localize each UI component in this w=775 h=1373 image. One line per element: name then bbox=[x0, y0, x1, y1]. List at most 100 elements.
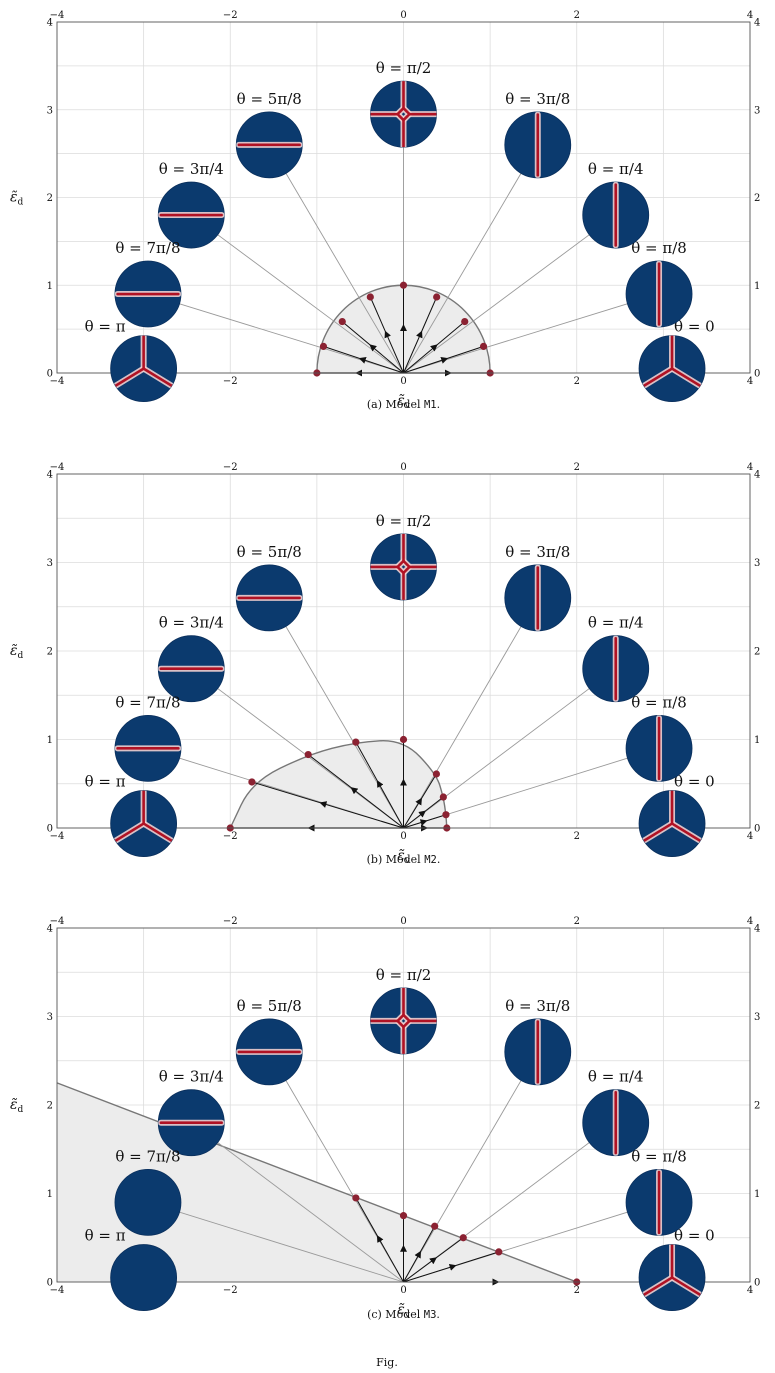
x-tick-label-bottom: 2 bbox=[574, 831, 580, 842]
boundary-points bbox=[352, 1194, 581, 1286]
plot-frame bbox=[56, 927, 751, 1283]
inset-disc: θ = π/8 bbox=[625, 1147, 693, 1236]
boundary-point bbox=[459, 1234, 467, 1242]
x-axis-label-sub: v bbox=[404, 856, 411, 866]
x-tick-label-top: 0 bbox=[400, 916, 406, 927]
boundary-point bbox=[431, 1222, 439, 1230]
inset-theta-label: θ = π/4 bbox=[588, 1068, 644, 1086]
inset-theta-label: θ = 0 bbox=[674, 773, 715, 791]
y-tick-label-right: 4 bbox=[754, 18, 760, 29]
x-tick-label-top: −2 bbox=[223, 916, 238, 927]
connector-line bbox=[403, 597, 539, 829]
y-tick-label-right: 3 bbox=[754, 1012, 760, 1023]
x-tick-label-bottom: 0 bbox=[400, 1285, 406, 1296]
boundary-point bbox=[248, 778, 256, 786]
boundary-point bbox=[352, 1194, 360, 1202]
x-tick-label-top: 2 bbox=[574, 462, 580, 473]
inset-disc: θ = π/4 bbox=[582, 160, 650, 249]
x-tick-label-bottom: 4 bbox=[747, 831, 753, 842]
inset-disc-circle bbox=[110, 1244, 178, 1311]
inset-disc: θ = 3π/4 bbox=[157, 1068, 225, 1157]
y-tick-label-left: 0 bbox=[47, 369, 53, 380]
boundary-point bbox=[399, 735, 408, 744]
inset-theta-label: θ = 3π/8 bbox=[505, 543, 570, 561]
inset-theta-label: θ = π bbox=[85, 318, 126, 336]
y-tick-label-right: 4 bbox=[754, 924, 760, 935]
caption-model-code: M2 bbox=[424, 854, 437, 866]
inset-disc: θ = 3π/8 bbox=[504, 90, 572, 179]
arrow-line bbox=[251, 781, 404, 829]
y-tick-label-right: 2 bbox=[754, 193, 760, 204]
y-tick-label-right: 0 bbox=[754, 369, 760, 380]
boundary-point bbox=[495, 1248, 503, 1256]
connector-line bbox=[403, 1051, 539, 1283]
caption-model-code: M1 bbox=[424, 399, 437, 411]
x-tick-label-bottom: 4 bbox=[747, 1285, 753, 1296]
inset-theta-label: θ = 3π/4 bbox=[159, 1068, 224, 1086]
inset-theta-label: θ = 5π/8 bbox=[237, 543, 302, 561]
inset-crack-pattern bbox=[639, 790, 705, 845]
inset-disc: θ = π/8 bbox=[625, 239, 693, 328]
x-tick-label-top: 2 bbox=[574, 10, 580, 21]
inset-disc: θ = 5π/8 bbox=[235, 543, 303, 632]
inset-crack-pattern bbox=[370, 987, 437, 1054]
inset-disc: θ = π/4 bbox=[582, 1068, 650, 1157]
connector-line bbox=[190, 668, 404, 829]
connector-line bbox=[190, 1122, 404, 1283]
inset-disc: θ = π bbox=[85, 318, 178, 403]
x-tick-label-top: 2 bbox=[574, 916, 580, 927]
y-tick-label-right: 2 bbox=[754, 647, 760, 658]
inset-theta-label: θ = π/4 bbox=[588, 614, 644, 632]
inset-theta-label: θ = 7π/8 bbox=[115, 1147, 180, 1165]
x-tick-label-bottom: −4 bbox=[50, 1285, 65, 1296]
inset-theta-label: θ = π/2 bbox=[376, 59, 432, 77]
region-boundary bbox=[56, 1082, 578, 1283]
inset-disc: θ = 3π/4 bbox=[157, 614, 225, 703]
boundary-point bbox=[366, 293, 374, 301]
y-tick-label-left: 1 bbox=[47, 735, 53, 746]
boundary-point bbox=[479, 342, 488, 351]
x-tick-label-bottom: 2 bbox=[574, 376, 580, 387]
inset-theta-label: θ = 3π/4 bbox=[159, 160, 224, 178]
y-tick-label-left: 4 bbox=[47, 924, 53, 935]
x-tick-label-top: −4 bbox=[50, 10, 65, 21]
y-tick-label-right: 0 bbox=[754, 1278, 760, 1289]
y-tick-label-left: 1 bbox=[47, 281, 53, 292]
inset-crack-pattern bbox=[370, 81, 437, 148]
inset-theta-label: θ = π/8 bbox=[631, 693, 687, 711]
inset-disc: θ = π bbox=[85, 1227, 178, 1311]
y-axis-label: ε̃d bbox=[10, 643, 24, 661]
x-tick-label-top: 4 bbox=[747, 462, 753, 473]
x-tick-label-bottom: −2 bbox=[223, 376, 238, 387]
inset-disc: θ = π/2 bbox=[370, 966, 437, 1055]
boundary-point bbox=[338, 317, 346, 326]
caption-prefix: (a) Model bbox=[367, 398, 424, 411]
y-tick-label-left: 1 bbox=[47, 1189, 53, 1200]
inset-theta-label: θ = π bbox=[85, 773, 126, 791]
y-tick-label-right: 2 bbox=[754, 1101, 760, 1112]
panel-caption: (a) Model M1. bbox=[367, 398, 440, 411]
inset-disc: θ = π bbox=[85, 773, 178, 857]
y-axis-label-sub: d bbox=[18, 651, 24, 661]
connector-line bbox=[403, 214, 616, 374]
inset-theta-label: θ = π/8 bbox=[631, 239, 687, 257]
x-tick-label-bottom: 2 bbox=[574, 1285, 580, 1296]
x-tick-label-top: 4 bbox=[747, 10, 753, 21]
y-axis-label-sub: d bbox=[18, 198, 24, 208]
inset-theta-label: θ = π/8 bbox=[631, 1147, 687, 1165]
y-tick-label-right: 1 bbox=[754, 1189, 760, 1200]
y-tick-label-left: 3 bbox=[47, 558, 53, 569]
inset-theta-label: θ = 7π/8 bbox=[115, 693, 180, 711]
inset-crack-pattern bbox=[110, 790, 177, 845]
x-tick-label-top: 4 bbox=[747, 916, 753, 927]
y-tick-label-right: 3 bbox=[754, 558, 760, 569]
x-tick-label-bottom: −2 bbox=[223, 831, 238, 842]
plot-frame bbox=[56, 473, 751, 829]
inset-disc: θ = π/4 bbox=[582, 614, 650, 703]
inset-disc: θ = 0 bbox=[638, 318, 715, 403]
